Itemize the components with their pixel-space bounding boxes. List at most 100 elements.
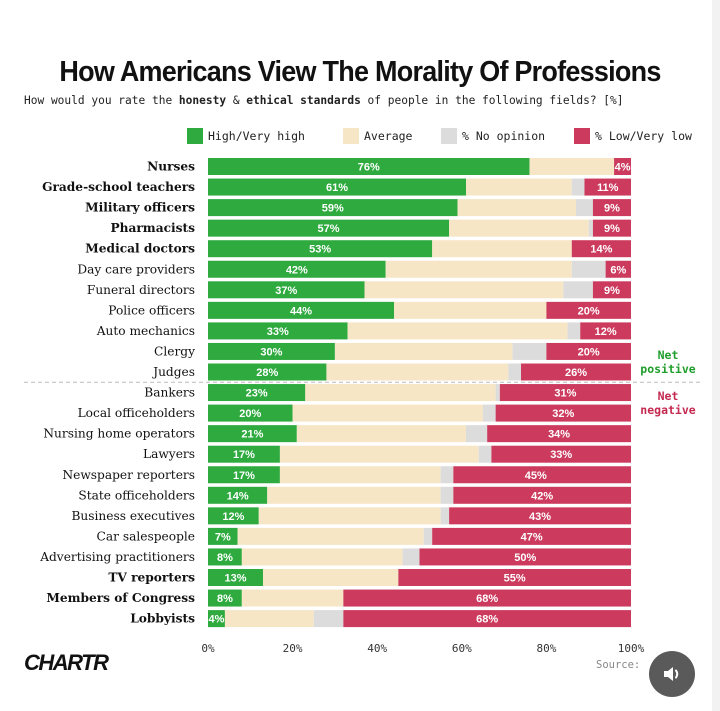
category-label: Local officeholders (78, 406, 195, 420)
bar-segment-high (208, 548, 242, 566)
bar-label-high: 14% (227, 490, 249, 502)
bar-segment-no-opinion (313, 610, 344, 628)
net-negative-label: Net negative (640, 389, 696, 417)
legend-average-label: Average (364, 129, 413, 143)
category-label: Funeral directors (87, 283, 195, 297)
bar-segment-low (592, 281, 631, 299)
bar-segment-no-opinion (495, 384, 500, 402)
x-tick-label: 60% (452, 642, 472, 655)
bar-segment-high (208, 404, 293, 422)
bar-segment-high (208, 342, 335, 360)
legend-no-opinion-label: % No opinion (462, 129, 546, 143)
sound-toggle-button[interactable] (649, 651, 695, 697)
legend-low-label: % Low/Very low (595, 129, 692, 143)
bar-label-low: 32% (552, 408, 574, 420)
chart-subtitle: How would you rate the honesty & ethical… (24, 94, 624, 107)
category-label: Bankers (144, 386, 195, 400)
bar-label-high: 76% (358, 162, 380, 174)
bar-label-low: 12% (595, 326, 617, 338)
bar-segment-high (208, 466, 280, 484)
bar-segment-high (208, 363, 327, 381)
bar-segment-average (432, 240, 572, 258)
bar-segment-average (305, 384, 496, 402)
category-label: TV reporters (108, 571, 195, 585)
bar-segment-low (584, 178, 631, 196)
bar-segment-high (208, 301, 395, 319)
x-tick-label: 80% (536, 642, 556, 655)
bar-segment-average (457, 199, 577, 217)
bar-segment-high (208, 322, 348, 340)
category-label: Pharmacists (110, 221, 195, 235)
bar-segment-average (296, 425, 467, 443)
bar-segment-high (208, 445, 280, 463)
chartr-logo: CHARTR (24, 650, 109, 675)
x-tick-label: 40% (367, 642, 387, 655)
chart-title: How Americans View The Morality Of Profe… (59, 56, 661, 88)
bar-segment-average (449, 219, 589, 237)
category-label: Members of Congress (46, 591, 195, 605)
category-label: Lobbyists (130, 612, 195, 626)
x-tick-label: 0% (201, 642, 215, 655)
bar-label-low: 47% (521, 531, 543, 543)
category-label: Judges (151, 365, 195, 379)
bar-segment-low (432, 527, 631, 545)
bar-label-low: 20% (578, 346, 600, 358)
category-label: State officeholders (78, 488, 195, 502)
bar-label-low: 42% (531, 490, 553, 502)
bar-label-low: 9% (604, 285, 620, 297)
x-tick-label: 100% (618, 642, 645, 655)
bar-segment-high (208, 240, 433, 258)
bar-segment-low (571, 240, 631, 258)
category-label: Newspaper reporters (62, 468, 195, 482)
bar-segment-no-opinion (567, 322, 581, 340)
bar-label-low: 45% (525, 470, 547, 482)
page-edge-strip (712, 0, 720, 711)
bar-segment-low (580, 322, 631, 340)
bar-segment-high (208, 158, 530, 175)
category-label: Nurses (147, 160, 195, 174)
legend-average: Average (343, 128, 412, 144)
bar-segment-no-opinion (402, 548, 420, 566)
legend-no-opinion: % No opinion (441, 128, 545, 144)
bar-label-low: 4% (615, 162, 631, 174)
category-label: Day care providers (77, 262, 195, 276)
bar-segment-average (394, 301, 547, 319)
bar-segment-average (267, 486, 441, 504)
category-label: Police officers (108, 303, 195, 317)
bar-segment-high (208, 425, 297, 443)
bar-label-high: 8% (217, 552, 233, 564)
bar-segment-low (605, 260, 631, 278)
bar-segment-low (343, 589, 631, 607)
bar-segment-low (487, 425, 631, 443)
bar-label-low: 68% (476, 593, 498, 605)
bar-segment-no-opinion (440, 466, 454, 484)
bar-segment-high (208, 178, 467, 196)
bar-segment-low (453, 466, 631, 484)
bar-label-high: 53% (309, 244, 331, 256)
bar-segment-no-opinion (563, 281, 593, 299)
bar-segment-no-opinion (571, 260, 606, 278)
bar-label-high: 17% (233, 470, 255, 482)
bar-label-high: 61% (326, 182, 348, 194)
bar-segment-high (208, 610, 225, 628)
legend-average-swatch (343, 128, 359, 144)
legend-high-label: High/Very high (208, 129, 305, 143)
bar-label-low: 43% (529, 511, 551, 523)
category-label: Clergy (154, 344, 195, 358)
bar-label-low: 6% (610, 264, 626, 276)
category-label: Auto mechanics (96, 324, 195, 338)
bar-segment-average (241, 548, 403, 566)
bar-segment-high (208, 281, 365, 299)
bar-segment-low (546, 301, 631, 319)
category-label: Military officers (85, 201, 195, 215)
bar-segment-no-opinion (576, 199, 593, 217)
bar-label-high: 42% (286, 264, 308, 276)
source-label: Source: (596, 659, 641, 671)
bar-label-low: 20% (578, 305, 600, 317)
bar-label-high: 20% (239, 408, 261, 420)
bar-segment-low (592, 219, 631, 237)
bar-segment-average (262, 569, 399, 586)
legend-high: High/Very high (187, 128, 305, 144)
bar-segment-average (334, 342, 513, 360)
